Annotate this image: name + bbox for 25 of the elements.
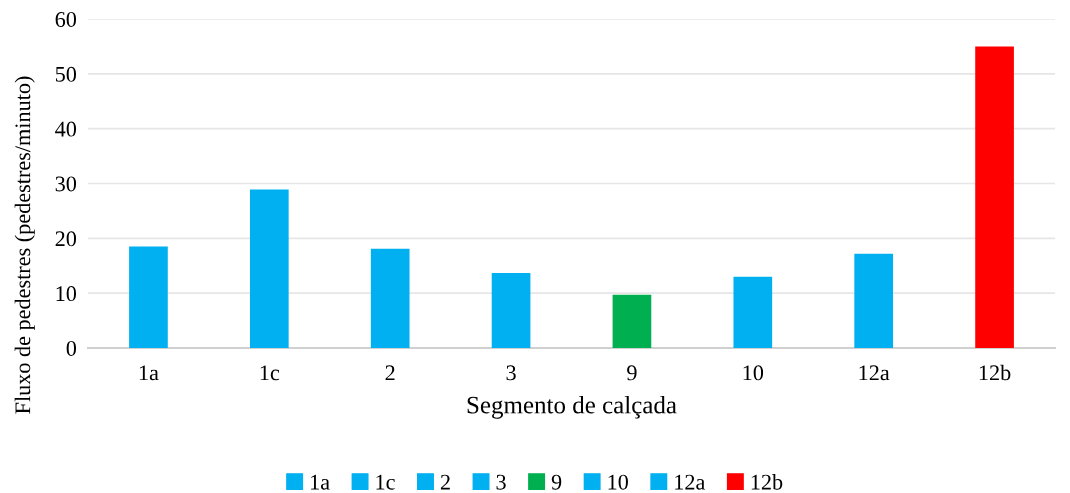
x-tick-label: 2: [385, 365, 395, 381]
x-tick-label: 1a: [139, 365, 159, 381]
legend-label: 12a: [675, 474, 706, 490]
y-tick-label: 50: [55, 66, 77, 82]
x-tick-label: 12b: [979, 364, 1011, 381]
x-tick-label: 10: [743, 365, 764, 381]
y-tick-label: 40: [55, 121, 77, 137]
x-tick-label: 3: [506, 365, 516, 381]
legend-label: 9: [551, 474, 562, 490]
x-tick-label: 9: [627, 365, 637, 381]
y-tick-label: 0: [66, 340, 77, 356]
legend-label: 1a: [311, 474, 330, 490]
y-tick-label: 30: [55, 176, 77, 192]
y-axis-title: Fluxo de pedestres (pedestres/minuto): [14, 76, 35, 414]
y-tick-label: 10: [56, 286, 77, 302]
y-tick-label: 60: [55, 11, 77, 27]
legend-label: 3: [496, 474, 506, 490]
legend-label: 1c: [376, 474, 395, 490]
legend-label: 12b: [751, 473, 783, 490]
legend-label: 2: [440, 474, 450, 490]
x-tick-label: 1c: [260, 365, 280, 381]
x-tick-label: 12a: [859, 365, 890, 381]
y-tick-label: 20: [55, 231, 77, 247]
x-axis-title: Segmento de calçada: [467, 395, 677, 419]
legend-label: 10: [608, 474, 628, 490]
